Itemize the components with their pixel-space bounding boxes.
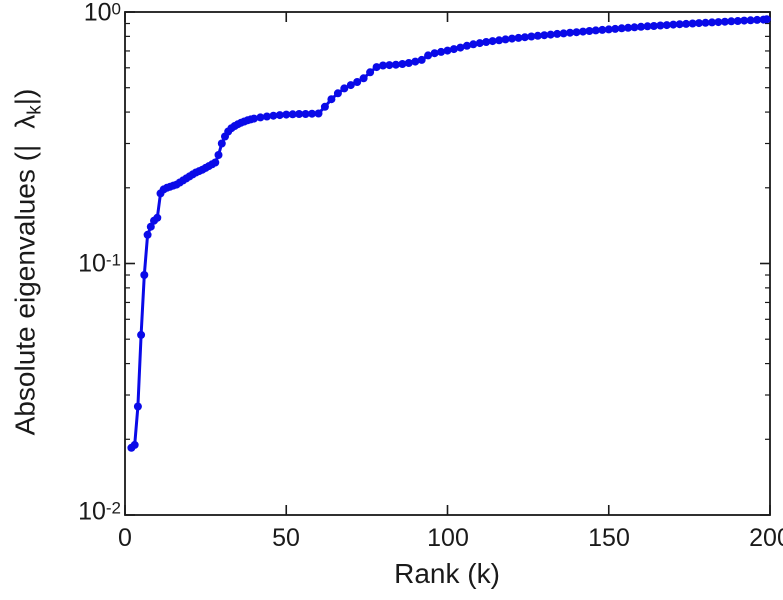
- y-axis-label-suffix: |): [9, 88, 41, 106]
- x-tick-label-50: 50: [272, 524, 300, 552]
- y-axis-label: Absolute eigenvalues (| λk|): [10, 89, 47, 436]
- lambda-symbol: λ: [9, 114, 41, 129]
- x-axis-label: Rank (k): [394, 558, 500, 589]
- y-tick-label-1e0: 100: [83, 0, 121, 27]
- y-tick-label-1e-2: 10-2: [78, 497, 121, 526]
- y-tick-label-1e-1: 10-1: [78, 249, 121, 278]
- y-axis-label-text: Absolute eigenvalues (|: [9, 144, 41, 436]
- x-tick-label-100: 100: [427, 524, 469, 552]
- x-tick-label-0: 0: [118, 524, 132, 552]
- x-tick-label-200: 200: [749, 524, 783, 552]
- lambda-subscript: k: [24, 105, 46, 115]
- x-tick-label-150: 150: [588, 524, 630, 552]
